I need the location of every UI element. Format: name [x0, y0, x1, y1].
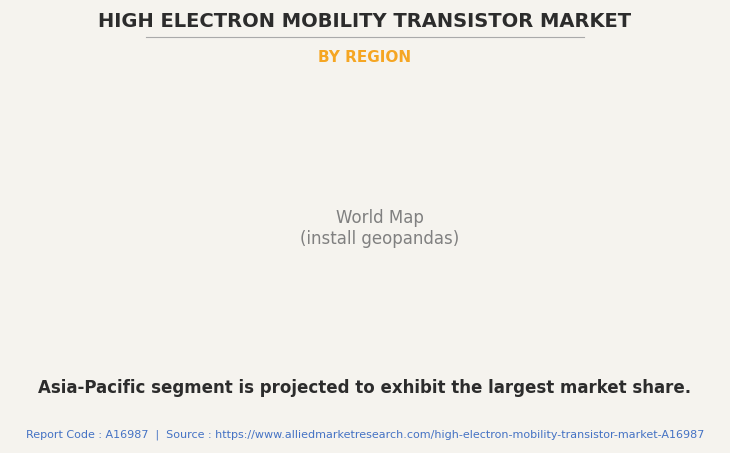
Text: Report Code : A16987  |  Source : https://www.alliedmarketresearch.com/high-elec: Report Code : A16987 | Source : https://…	[26, 429, 704, 440]
Text: BY REGION: BY REGION	[318, 49, 412, 65]
Text: World Map
(install geopandas): World Map (install geopandas)	[300, 209, 459, 248]
Text: HIGH ELECTRON MOBILITY TRANSISTOR MARKET: HIGH ELECTRON MOBILITY TRANSISTOR MARKET	[99, 12, 631, 31]
Text: Asia-Pacific segment is projected to exhibit the largest market share.: Asia-Pacific segment is projected to exh…	[39, 379, 691, 397]
